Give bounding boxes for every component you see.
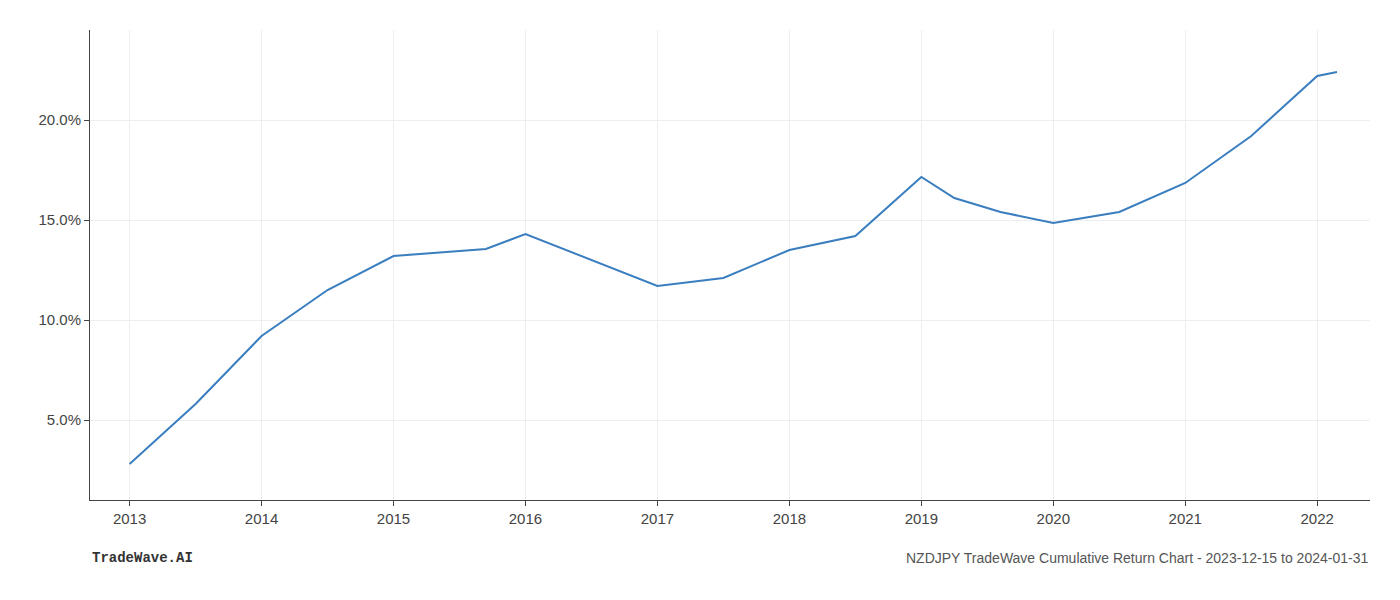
svg-text:15.0%: 15.0% (38, 211, 81, 228)
svg-text:2013: 2013 (113, 510, 146, 527)
svg-text:2017: 2017 (641, 510, 674, 527)
svg-text:10.0%: 10.0% (38, 311, 81, 328)
svg-text:5.0%: 5.0% (47, 411, 81, 428)
svg-text:2022: 2022 (1301, 510, 1334, 527)
svg-text:2021: 2021 (1169, 510, 1202, 527)
svg-text:TradeWave.AI: TradeWave.AI (92, 550, 193, 566)
svg-text:2015: 2015 (377, 510, 410, 527)
svg-text:2014: 2014 (245, 510, 278, 527)
svg-text:2016: 2016 (509, 510, 542, 527)
svg-text:2018: 2018 (773, 510, 806, 527)
svg-text:2020: 2020 (1037, 510, 1070, 527)
svg-text:NZDJPY TradeWave Cumulative Re: NZDJPY TradeWave Cumulative Return Chart… (906, 550, 1368, 566)
svg-text:2019: 2019 (905, 510, 938, 527)
svg-text:20.0%: 20.0% (38, 111, 81, 128)
